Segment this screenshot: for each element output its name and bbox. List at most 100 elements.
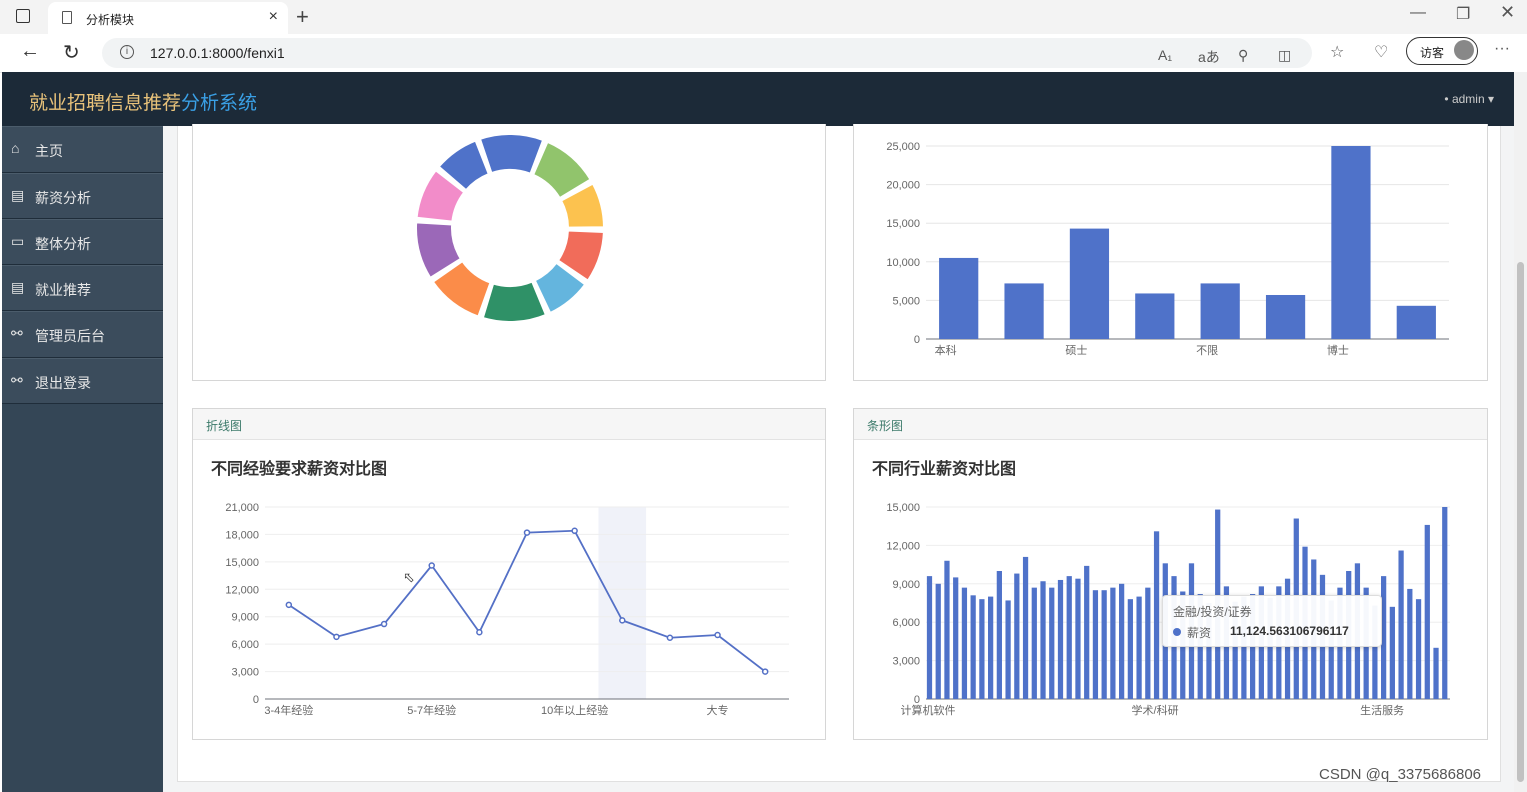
back-icon[interactable]: ← <box>20 40 40 62</box>
bar[interactable] <box>1145 587 1151 699</box>
translate-icon[interactable]: aあ <box>1198 49 1220 65</box>
donut-slice[interactable] <box>533 261 587 314</box>
bar[interactable] <box>1206 603 1212 699</box>
bar[interactable] <box>1415 599 1422 699</box>
bar[interactable] <box>1014 573 1020 699</box>
bar[interactable] <box>1265 294 1306 339</box>
bar[interactable] <box>1232 601 1238 699</box>
bar[interactable] <box>1433 647 1439 699</box>
bar[interactable] <box>1267 597 1273 699</box>
bar[interactable] <box>935 583 941 699</box>
bar[interactable] <box>926 576 933 699</box>
bar[interactable] <box>1135 293 1175 339</box>
bar[interactable] <box>1092 590 1099 699</box>
brand-title[interactable]: 就业招聘信息推荐分析系统 <box>29 88 257 115</box>
data-point[interactable] <box>523 529 531 536</box>
browser-tab[interactable]: 分析模块 × <box>48 2 288 34</box>
bar[interactable] <box>1110 587 1116 699</box>
url-text[interactable]: 127.0.0.1:8000/fenxi1 <box>150 45 285 61</box>
bar[interactable] <box>953 577 959 699</box>
bar[interactable] <box>1127 599 1133 699</box>
bar[interactable] <box>1389 606 1395 699</box>
data-point[interactable] <box>333 633 340 641</box>
experience-line-chart[interactable]: 0 3,000 6,000 9,000 12,000 15,000 18,000 21,000… <box>193 409 825 739</box>
sidebar-item-overall[interactable]: ▭ 整体分析 <box>2 219 163 265</box>
bar[interactable] <box>1200 283 1240 339</box>
profile-button[interactable]: 访客 <box>1406 37 1478 65</box>
close-tab-icon[interactable]: × <box>268 8 278 25</box>
donut-slice[interactable] <box>560 182 605 229</box>
sidebar-item-recommend[interactable]: ▤ 就业推荐 <box>2 265 163 311</box>
education-bar-chart[interactable]: 0 5,000 10,000 15,000 20,000 25,000 本科 硕士 不限 博士 <box>854 124 1487 380</box>
bar[interactable] <box>1241 596 1247 699</box>
bar[interactable] <box>996 571 1002 699</box>
donut-slice[interactable] <box>431 260 492 318</box>
bar[interactable] <box>1040 581 1046 699</box>
donut-slice[interactable] <box>437 139 490 192</box>
data-point[interactable] <box>571 527 578 535</box>
industry-bar-chart[interactable]: 0 3,000 6,000 9,000 12,000 15,000 计算机软件 学术/科研 生活… <box>854 409 1487 739</box>
data-point[interactable] <box>761 668 769 675</box>
minimize-icon[interactable]: — <box>1410 4 1426 21</box>
read-aloud-icon[interactable]: A₁ <box>1158 47 1173 63</box>
bar[interactable] <box>961 587 968 699</box>
bar[interactable] <box>944 560 950 699</box>
bar[interactable] <box>1031 587 1037 699</box>
donut-chart[interactable] <box>193 124 825 380</box>
bar[interactable] <box>979 599 985 699</box>
bar[interactable] <box>1004 283 1044 339</box>
data-point[interactable] <box>714 631 721 639</box>
sidebar-item-admin[interactable]: ⚯ 管理员后台 <box>2 311 163 358</box>
data-point[interactable] <box>619 617 626 624</box>
bar[interactable] <box>1136 596 1142 699</box>
bar[interactable] <box>939 257 979 339</box>
bar[interactable] <box>1424 524 1430 699</box>
more-menu-icon[interactable]: ··· <box>1494 40 1510 57</box>
bar[interactable] <box>970 595 976 699</box>
data-point[interactable] <box>666 634 674 641</box>
donut-slice[interactable] <box>557 229 605 282</box>
sidebar-item-home[interactable]: ⌂ 主页 <box>2 126 163 173</box>
bar[interactable] <box>1328 600 1334 699</box>
scroll-thumb[interactable] <box>1517 262 1524 782</box>
page-scrollbar[interactable] <box>1514 72 1527 792</box>
donut-slice[interactable] <box>415 221 462 279</box>
reload-icon[interactable]: ↻ <box>63 42 80 64</box>
bar[interactable] <box>1005 600 1011 699</box>
zoom-icon[interactable]: ⚲ <box>1238 47 1249 63</box>
bar[interactable] <box>1057 579 1064 699</box>
donut-slice[interactable] <box>478 133 545 175</box>
bar[interactable] <box>1022 556 1029 699</box>
donut-slice[interactable] <box>481 280 547 323</box>
data-point[interactable] <box>476 629 483 636</box>
bar[interactable] <box>1381 576 1387 699</box>
favorites-icon[interactable]: ☆ <box>1330 44 1345 61</box>
split-screen-icon[interactable]: ◫ <box>1278 47 1292 63</box>
tab-actions-icon[interactable] <box>16 9 30 23</box>
data-point[interactable] <box>285 601 293 609</box>
url-field[interactable]: i 127.0.0.1:8000/fenxi1 A₁ aあ ⚲ ◫ <box>102 38 1312 68</box>
bar[interactable] <box>1442 507 1448 699</box>
restore-icon[interactable]: ❐ <box>1456 6 1471 23</box>
bar[interactable] <box>1396 305 1436 339</box>
sidebar-item-salary[interactable]: ▤ 薪资分析 <box>2 173 163 219</box>
bar[interactable] <box>1331 146 1371 339</box>
sidebar-item-logout[interactable]: ⚯ 退出登录 <box>2 358 163 404</box>
bar[interactable] <box>1066 576 1072 699</box>
bar[interactable] <box>1084 565 1090 699</box>
bar[interactable] <box>1119 583 1125 699</box>
bar[interactable] <box>1049 587 1055 699</box>
close-window-icon[interactable]: ✕ <box>1500 2 1516 22</box>
bar[interactable] <box>1372 605 1378 699</box>
bar[interactable] <box>1398 550 1404 699</box>
bar[interactable] <box>1075 578 1081 699</box>
info-icon[interactable]: i <box>120 45 134 59</box>
data-point[interactable] <box>380 620 388 628</box>
data-point[interactable] <box>428 562 435 569</box>
bar[interactable] <box>1407 588 1413 699</box>
bar[interactable] <box>1153 531 1160 699</box>
donut-slice[interactable] <box>532 140 592 200</box>
bar[interactable] <box>1069 228 1110 339</box>
donut-slice[interactable] <box>415 169 466 223</box>
user-menu[interactable]: • admin ▾ <box>1444 92 1494 106</box>
